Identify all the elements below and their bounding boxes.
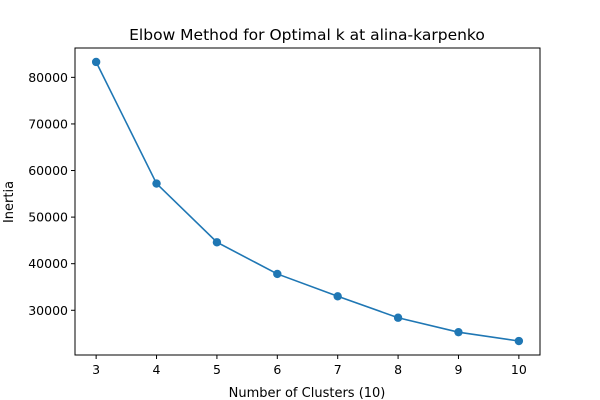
y-tick-label: 40000 — [28, 256, 68, 271]
data-point — [91, 57, 101, 67]
x-tick-label: 3 — [92, 362, 100, 377]
y-tick-label: 60000 — [28, 163, 68, 178]
data-point — [514, 336, 524, 346]
data-point — [152, 179, 161, 188]
y-tick-label: 80000 — [28, 70, 68, 85]
x-tick-label: 6 — [273, 362, 281, 377]
y-tick-label: 70000 — [28, 116, 68, 131]
data-point — [393, 313, 403, 322]
x-tick-label: 10 — [511, 362, 527, 377]
y-tick-label: 50000 — [28, 210, 68, 225]
data-point — [333, 292, 342, 301]
chart-title: Elbow Method for Optimal k at alina-karp… — [129, 26, 485, 44]
y-axis-label: Inertia — [2, 181, 17, 223]
x-axis: 3 4 5 6 7 8 9 10 — [92, 355, 527, 377]
x-tick-label: 5 — [213, 362, 221, 377]
plot-area — [91, 57, 524, 346]
y-axis: 30000 40000 50000 60000 70000 80000 — [28, 70, 75, 318]
data-point — [454, 327, 463, 337]
data-point — [212, 238, 222, 247]
data-point — [273, 269, 282, 279]
x-axis-label: Number of Clusters (10) — [229, 386, 386, 400]
plot-frame — [74, 47, 541, 356]
x-tick-label: 8 — [394, 362, 402, 377]
x-tick-label: 9 — [454, 362, 462, 377]
x-tick-label: 7 — [334, 362, 342, 377]
x-tick-label: 4 — [153, 362, 161, 377]
series-line — [95, 61, 519, 342]
y-tick-label: 30000 — [28, 303, 68, 318]
